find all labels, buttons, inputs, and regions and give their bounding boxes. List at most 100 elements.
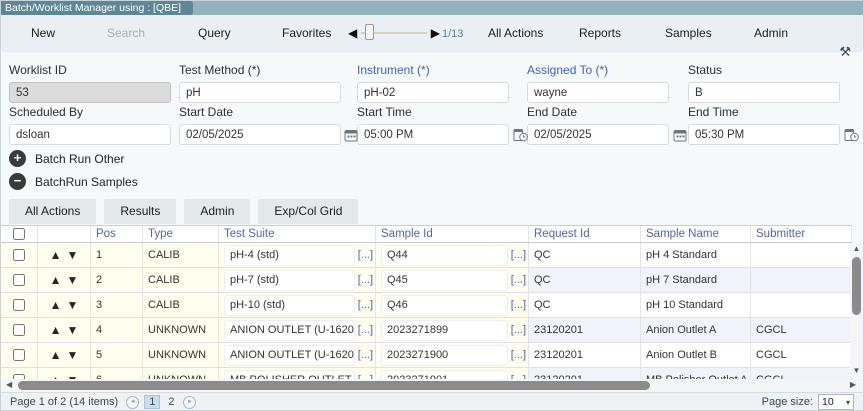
sample-id-lookup-button[interactable]: [...]: [510, 299, 526, 311]
admin-button[interactable]: Admin: [754, 26, 789, 40]
end-time-input[interactable]: [688, 124, 840, 145]
scroll-right-icon[interactable]: ▶: [849, 380, 856, 389]
scroll-up-icon[interactable]: ▲: [852, 244, 861, 253]
all-actions-button[interactable]: All Actions: [488, 26, 544, 40]
start-time-input[interactable]: [357, 124, 509, 145]
request-id-cell: QC: [529, 293, 641, 317]
move-up-icon[interactable]: ▲: [49, 248, 62, 262]
sample-id-lookup-button[interactable]: [...]: [511, 374, 526, 379]
row-checkbox[interactable]: [13, 349, 25, 361]
row-checkbox[interactable]: [13, 274, 25, 286]
start-date-input[interactable]: [179, 124, 341, 145]
scroll-down-icon[interactable]: ▼: [852, 366, 861, 375]
test-method-input[interactable]: [179, 82, 341, 103]
test-suite-lookup-button[interactable]: [...]: [358, 374, 373, 379]
assigned-to-field: Assigned To (*): [527, 63, 669, 103]
horizontal-scrollbar-thumb[interactable]: [18, 381, 650, 390]
move-down-icon[interactable]: ▼: [66, 248, 79, 262]
test-suite-lookup-button[interactable]: [...]: [357, 349, 373, 361]
sample-id-cell[interactable]: Q44: [381, 244, 508, 266]
sample-name-column-header[interactable]: Sample Name: [641, 226, 751, 242]
move-down-icon[interactable]: ▼: [66, 323, 79, 337]
samples-button[interactable]: Samples: [665, 26, 712, 40]
sample-id-cell[interactable]: Q45: [381, 269, 508, 291]
tab-exp-col-grid[interactable]: Exp/Col Grid: [258, 199, 359, 224]
sample-id-lookup-button[interactable]: [...]: [510, 349, 526, 361]
test-suite-cell[interactable]: MB POLISHER OUTLET (U-1620-V4): [224, 369, 355, 379]
query-button[interactable]: Query: [198, 26, 231, 40]
test-suite-cell[interactable]: ANION OUTLET (U-1620-V4): [224, 319, 355, 341]
scroll-left-icon[interactable]: ◀: [6, 380, 13, 389]
page-size-value: 10: [822, 396, 834, 408]
collapse-icon[interactable]: −: [9, 173, 26, 190]
vertical-scrollbar[interactable]: ▲ ▼: [850, 243, 863, 377]
test-suite-cell[interactable]: pH-4 (std): [224, 244, 355, 266]
status-input[interactable]: [688, 82, 840, 103]
sample-id-cell[interactable]: Q46: [381, 294, 508, 316]
move-down-icon[interactable]: ▼: [67, 374, 79, 379]
end-date-calendar-icon[interactable]: [673, 128, 688, 142]
start-date-calendar-icon[interactable]: [344, 128, 359, 142]
scheduled-by-input[interactable]: [9, 124, 171, 145]
new-button[interactable]: New: [31, 26, 56, 40]
move-down-icon[interactable]: ▼: [66, 298, 79, 312]
move-up-icon[interactable]: ▲: [49, 298, 62, 312]
test-suite-lookup-button[interactable]: [...]: [357, 274, 373, 286]
test-suite-lookup-button[interactable]: [...]: [357, 299, 373, 311]
end-time-clock-icon[interactable]: [844, 128, 859, 142]
move-up-icon[interactable]: ▲: [49, 273, 62, 287]
move-down-icon[interactable]: ▼: [66, 273, 79, 287]
sample-id-cell[interactable]: 2023271899: [381, 319, 508, 341]
tab-results[interactable]: Results: [104, 199, 177, 224]
sample-name-cell: pH 7 Standard: [641, 268, 751, 292]
reports-button[interactable]: Reports: [579, 26, 622, 40]
request-id-column-header[interactable]: Request Id: [529, 226, 641, 242]
test-suite-lookup-button[interactable]: [...]: [357, 324, 373, 336]
table-row: ▲ ▼ 1 CALIB pH-4 (std) [...] Q44 [...] QC …: [1, 243, 852, 268]
test-suite-cell[interactable]: pH-10 (std): [224, 294, 355, 316]
pos-column-header[interactable]: Pos: [91, 226, 143, 242]
start-time-clock-icon[interactable]: [513, 128, 528, 142]
end-date-input[interactable]: [527, 124, 669, 145]
slider-prev-icon[interactable]: ◀: [348, 26, 358, 40]
customize-tools-icon[interactable]: ⚒: [839, 44, 851, 59]
move-up-icon[interactable]: ▲: [49, 323, 62, 337]
pager-page-2[interactable]: 2: [168, 396, 175, 408]
move-down-icon[interactable]: ▼: [66, 348, 79, 362]
row-checkbox[interactable]: [13, 374, 25, 379]
sample-id-lookup-button[interactable]: [...]: [510, 249, 526, 261]
move-up-icon[interactable]: ▲: [49, 348, 62, 362]
expand-icon[interactable]: +: [9, 150, 26, 167]
sample-id-lookup-button[interactable]: [...]: [510, 324, 526, 336]
row-checkbox[interactable]: [13, 324, 25, 336]
test-suite-lookup-button[interactable]: [...]: [357, 249, 373, 261]
tab-all-actions[interactable]: All Actions: [9, 199, 97, 224]
slider-track[interactable]: [361, 32, 427, 34]
sample-id-cell[interactable]: 2023271900: [381, 344, 508, 366]
vertical-scrollbar-thumb[interactable]: [852, 257, 861, 315]
sample-id-column-header[interactable]: Sample Id: [376, 226, 529, 242]
page-size-select[interactable]: 10 ▾: [818, 394, 854, 410]
type-column-header[interactable]: Type: [143, 226, 219, 242]
horizontal-scrollbar[interactable]: ◀ ▶: [1, 379, 863, 392]
sample-id-cell[interactable]: 2023271901: [381, 369, 508, 379]
assigned-to-input[interactable]: [527, 82, 669, 103]
row-checkbox[interactable]: [13, 249, 25, 261]
favorites-button[interactable]: Favorites: [282, 26, 332, 40]
move-up-icon[interactable]: ▲: [50, 374, 62, 379]
sample-id-lookup-button[interactable]: [...]: [510, 274, 526, 286]
select-all-checkbox[interactable]: [13, 228, 25, 240]
pager-next-button[interactable]: ►: [183, 395, 197, 409]
slider-thumb[interactable]: [365, 24, 374, 40]
test-suite-cell[interactable]: ANION OUTLET (U-1620-V4): [224, 344, 355, 366]
test-suite-column-header[interactable]: Test Suite: [219, 226, 376, 242]
test-suite-cell[interactable]: pH-7 (std): [224, 269, 355, 291]
request-id-cell: 23120201: [529, 343, 641, 367]
row-checkbox[interactable]: [13, 299, 25, 311]
submitter-cell: [751, 243, 852, 267]
tab-admin[interactable]: Admin: [184, 199, 251, 224]
pager-page-1[interactable]: 1: [144, 395, 161, 409]
slider-next-icon[interactable]: ▶: [430, 26, 440, 40]
instrument-input[interactable]: [357, 82, 509, 103]
submitter-column-header[interactable]: Submitter: [751, 226, 852, 242]
